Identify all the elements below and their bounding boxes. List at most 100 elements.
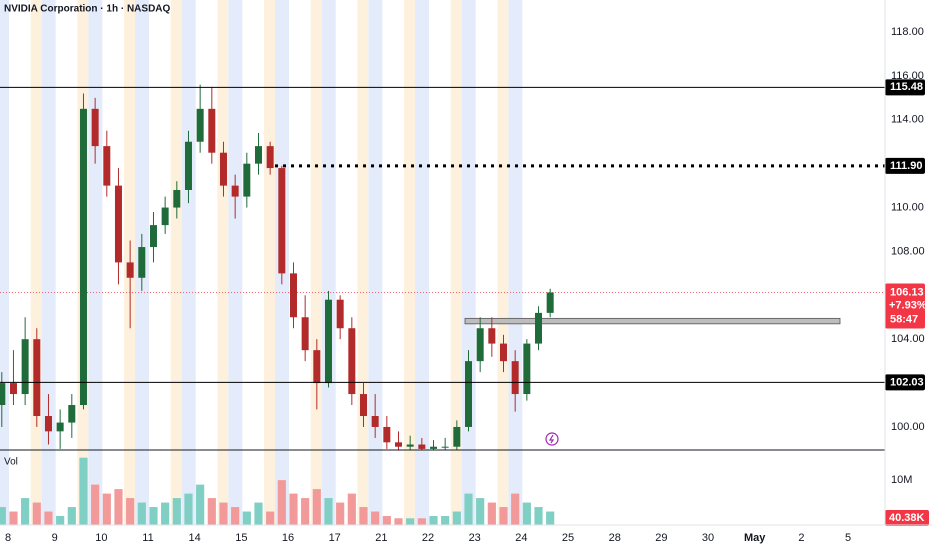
volume-bar	[289, 493, 298, 525]
candle-body	[336, 299, 344, 329]
candle-body	[511, 361, 519, 395]
y-tick-label: 116.00	[891, 70, 924, 82]
pre-market	[415, 0, 430, 525]
candle-body	[429, 446, 437, 449]
volume-tick-label: 10M	[891, 474, 912, 486]
candle-body	[406, 444, 414, 447]
volume-label: Vol	[4, 457, 18, 468]
volume-bar	[137, 502, 146, 525]
volume-bar	[254, 502, 263, 525]
volume-bar	[126, 498, 135, 525]
candle-body	[394, 442, 402, 447]
x-tick-label: 5	[845, 532, 851, 544]
last-change: +7.93%	[889, 299, 927, 311]
volume-bar	[149, 507, 158, 525]
candle-body	[33, 339, 41, 416]
alert-circle[interactable]	[545, 432, 559, 446]
volume-bar	[487, 502, 496, 525]
post-market	[30, 0, 42, 525]
candle-body	[91, 108, 99, 147]
candle-body	[301, 317, 309, 351]
y-tick-label: 104.00	[891, 333, 925, 345]
volume-bar	[32, 502, 41, 525]
alert-bolt[interactable]	[548, 434, 555, 444]
volume-bar	[56, 516, 65, 525]
volume-bar	[417, 518, 426, 525]
volume-bar	[546, 511, 555, 525]
level-label: 115.48	[890, 81, 923, 93]
candle-body	[464, 361, 473, 427]
volume-bar	[301, 498, 310, 525]
post-market	[357, 0, 369, 525]
y-tick-label: 118.00	[891, 26, 924, 38]
candle-body	[21, 339, 29, 395]
countdown: 58:47	[890, 313, 918, 325]
volume-bar	[499, 507, 508, 525]
volume-bar	[277, 480, 286, 525]
x-tick-label: 17	[329, 532, 341, 544]
candle-body	[44, 415, 52, 432]
volume-last: 40.38K	[889, 512, 925, 524]
candle-body	[243, 163, 251, 197]
level-label: 111.90	[890, 160, 922, 172]
volume-bar	[382, 516, 391, 525]
candle-body	[383, 426, 391, 443]
volume-bar	[441, 516, 450, 525]
post-market	[404, 0, 416, 525]
candle-body	[149, 225, 157, 248]
volume-bar	[394, 518, 403, 525]
volume-bar	[172, 498, 181, 525]
candle-body	[196, 108, 204, 142]
pre-market	[0, 0, 9, 525]
volume-bar	[161, 502, 170, 525]
x-tick-label: 16	[282, 532, 294, 544]
x-tick-label: 9	[52, 532, 58, 544]
candle-body	[546, 292, 554, 313]
x-tick-label: 2	[798, 532, 804, 544]
candle-body	[278, 168, 286, 274]
volume-bar	[476, 498, 485, 525]
candle-body	[523, 343, 531, 395]
candle-body	[56, 422, 64, 432]
x-tick-label: 10	[95, 532, 107, 544]
x-tick-label: 15	[235, 532, 247, 544]
x-tick-label: 23	[469, 532, 481, 544]
volume-bar	[406, 518, 415, 525]
alert-icon[interactable]	[545, 432, 559, 446]
x-tick-label: 30	[702, 532, 714, 544]
volume-bar	[371, 511, 380, 525]
overlay: 115.48 111.90 102.03 106.13+7.93% 58:47 40.38…	[0, 79, 929, 526]
candle-body	[173, 190, 181, 208]
x-tick-label: 28	[609, 532, 621, 544]
candle-body	[114, 185, 122, 263]
candle-body	[254, 146, 262, 164]
volume-bar	[534, 507, 543, 525]
pre-market	[461, 0, 476, 525]
volume-bar	[102, 493, 111, 525]
level-label: 102.03	[890, 376, 924, 388]
candle-body	[161, 207, 169, 226]
volume-bar	[336, 502, 345, 525]
volume-bar	[324, 498, 333, 525]
last-badge	[885, 283, 925, 329]
volume-bar	[21, 498, 30, 525]
pre-market	[228, 0, 243, 525]
last-price: 106.13	[890, 286, 924, 298]
volume-bar	[347, 493, 356, 525]
level-badge	[885, 374, 925, 391]
post-market	[170, 0, 182, 525]
candle-body	[476, 328, 484, 362]
candle-body	[231, 185, 239, 197]
volume-bar	[266, 511, 275, 525]
candle-body	[184, 141, 192, 191]
volume-bar	[452, 511, 461, 525]
x-tick-label: 21	[375, 532, 387, 544]
level-badge	[885, 157, 925, 174]
volume-bar	[429, 516, 438, 525]
volume-bar	[184, 493, 193, 525]
candle-body	[453, 426, 461, 447]
volume-bar	[44, 511, 53, 525]
price-pane	[0, 84, 885, 450]
y-tick-label: 110.00	[891, 201, 924, 213]
pre-market	[508, 0, 523, 525]
